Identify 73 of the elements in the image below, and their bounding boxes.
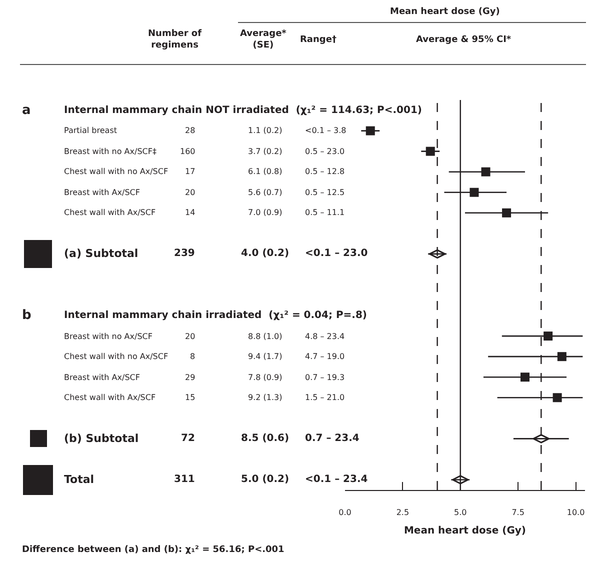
data-label: 1.1 (0.2) xyxy=(248,126,282,135)
y-tick-label: (b) Subtotal xyxy=(64,432,139,445)
text: 239 xyxy=(174,248,195,259)
text: 17 xyxy=(185,167,196,176)
y-tick-label: Breast with Ax/SCF xyxy=(64,373,140,382)
text: 160 xyxy=(180,147,196,156)
y-tick-label: Chest wall with Ax/SCF xyxy=(64,393,156,402)
y-tick-label: Breast with no Ax/SCF‡ xyxy=(64,147,156,156)
data-label: 5.6 (0.7) xyxy=(248,188,282,197)
text: Average & 95% CI* xyxy=(416,35,512,45)
text: 0.5 – 12.8 xyxy=(305,167,345,176)
y-tick-label: Partial breast xyxy=(64,126,118,135)
text: 4.7 – 19.0 xyxy=(305,352,345,361)
annotation: 0.7 – 23.4 xyxy=(305,433,360,444)
y-tick-label: Total xyxy=(64,473,94,486)
text: 28 xyxy=(185,126,196,135)
y-tick-label: Internal mammary chain NOT irradiated (χ₁² = 114.63; P<.001) xyxy=(64,105,422,116)
data-label: 7.0 (0.9) xyxy=(248,208,282,217)
annotation: <0.1 – 23.4 xyxy=(305,474,368,485)
x-tick-label: 10.0 xyxy=(566,508,585,517)
text: 1.5 – 21.0 xyxy=(305,393,345,402)
point xyxy=(366,126,375,136)
x-tick-label: 2.5 xyxy=(396,508,410,517)
annotation: <0.1 – 23.0 xyxy=(305,248,368,259)
data-label: 8.8 (1.0) xyxy=(248,332,282,341)
text: 4.8 – 23.4 xyxy=(305,332,345,341)
y-tick-label: Chest wall with no Ax/SCF xyxy=(64,352,168,361)
text: 29 xyxy=(185,373,196,382)
y-tick-label: Internal mammary chain irradiated (χ₁² = 0.04; P=.8) xyxy=(64,310,367,321)
data-label: 6.1 (0.8) xyxy=(248,167,282,176)
x-axis-title: Mean heart dose (Gy) xyxy=(404,525,526,536)
text: 0.5 – 11.1 xyxy=(305,208,345,217)
y-tick-label: Breast with no Ax/SCF xyxy=(64,332,153,341)
point xyxy=(544,332,553,341)
text: 72 xyxy=(181,433,195,444)
text: b xyxy=(22,308,32,323)
text: Mean heart dose (Gy) xyxy=(390,7,500,17)
point xyxy=(557,352,566,362)
text: Average* (SE) xyxy=(240,29,287,51)
point xyxy=(470,188,479,197)
x-tick-label: 5.0 xyxy=(454,508,467,517)
y-tick-label: Breast with Ax/SCF xyxy=(64,188,140,197)
text: 15 xyxy=(185,393,196,402)
text: Number of regimens xyxy=(148,29,202,51)
point xyxy=(502,208,512,218)
point xyxy=(481,167,490,176)
text: Range† xyxy=(300,35,337,45)
text: 20 xyxy=(185,332,196,341)
data-label: 5.0 (0.2) xyxy=(241,474,290,485)
x-tick-label: 7.5 xyxy=(512,508,524,517)
text: 20 xyxy=(185,188,196,197)
data-label: 7.8 (0.9) xyxy=(248,373,282,382)
data-label: 9.4 (1.7) xyxy=(248,352,282,361)
point xyxy=(520,372,530,382)
text: 0.5 – 23.0 xyxy=(305,147,345,156)
y-tick-label: Chest wall with Ax/SCF xyxy=(64,208,156,217)
data-label: 9.2 (1.3) xyxy=(248,393,282,402)
x-tick-label: 0.0 xyxy=(338,508,352,517)
text: Difference between (a) and (b): χ₁² = 56.16; P<.001 xyxy=(22,545,284,555)
y-tick-label: (a) Subtotal xyxy=(64,247,138,260)
data-label: 4.0 (0.2) xyxy=(241,248,290,259)
annotation: <0.1 – 3.8 xyxy=(305,126,346,135)
text: 14 xyxy=(185,208,196,217)
text: 311 xyxy=(174,474,195,485)
text: 8 xyxy=(190,352,196,361)
data-label: 8.5 (0.6) xyxy=(241,433,290,444)
y-tick-label: Chest wall with no Ax/SCF xyxy=(64,167,168,176)
data-label: 3.7 (0.2) xyxy=(248,147,282,156)
text: a xyxy=(22,103,31,118)
point xyxy=(426,146,435,156)
point xyxy=(552,393,562,402)
text: 0.5 – 12.5 xyxy=(305,188,345,197)
text: 0.7 – 19.3 xyxy=(305,373,345,382)
